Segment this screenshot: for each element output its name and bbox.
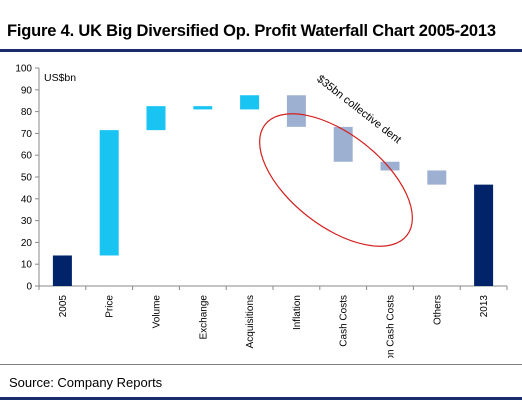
x-tick-label: 2013 bbox=[479, 295, 490, 318]
waterfall-chart: 0 10 20 30 40 50 60 70 80 90 100 2005 Price Volume Ex… bbox=[15, 64, 508, 358]
x-tick-label: Exchange bbox=[198, 295, 209, 340]
annotation-text: $35bn collective dent bbox=[314, 73, 403, 146]
y-tick-label: 90 bbox=[21, 85, 33, 96]
x-tick-label: Acquisitions bbox=[245, 295, 256, 348]
x-tick-label: 2005 bbox=[58, 295, 69, 318]
bar bbox=[427, 170, 447, 185]
title-rule bbox=[0, 49, 522, 52]
y-tick-label: 20 bbox=[21, 238, 33, 249]
bar bbox=[380, 161, 400, 171]
bar bbox=[52, 255, 72, 286]
y-tick-label: 0 bbox=[26, 282, 32, 293]
x-tick-label: Non Cash Costs bbox=[386, 295, 397, 358]
figure-title: Figure 4. UK Big Diversified Op. Profit … bbox=[7, 22, 496, 40]
y-tick-label: 100 bbox=[15, 64, 32, 75]
y-tick-label: 40 bbox=[21, 194, 33, 205]
y-tick-label: 50 bbox=[21, 173, 33, 184]
source-note: Source: Company Reports bbox=[9, 375, 163, 390]
annotation-ellipse bbox=[259, 113, 413, 247]
bar bbox=[146, 106, 166, 131]
x-tick-label: Price bbox=[105, 295, 116, 318]
y-axis-label: US$bn bbox=[44, 72, 76, 84]
y-tick-label: 60 bbox=[21, 151, 33, 162]
source-rule bbox=[0, 364, 522, 365]
y-tick-label: 30 bbox=[21, 216, 33, 227]
y-tick-label: 70 bbox=[21, 129, 33, 140]
bottom-rule bbox=[0, 397, 522, 400]
y-tick-label: 80 bbox=[21, 107, 33, 118]
x-tick-label: Volume bbox=[152, 295, 163, 329]
y-tick-label: 10 bbox=[21, 260, 33, 271]
bar bbox=[193, 106, 213, 110]
x-tick-label: Others bbox=[432, 295, 443, 325]
bar bbox=[286, 95, 306, 127]
x-tick-label: Cash Costs bbox=[339, 295, 350, 347]
bar bbox=[240, 95, 260, 110]
bar bbox=[333, 126, 353, 162]
x-tick-label: Inflation bbox=[292, 295, 303, 330]
chart-bars bbox=[52, 95, 494, 286]
bar bbox=[474, 184, 494, 286]
x-tick-labels: 2005 Price Volume Exchange Acquisitions Infla… bbox=[58, 295, 490, 358]
chart-axes: 0 10 20 30 40 50 60 70 80 90 100 bbox=[15, 64, 508, 293]
bar bbox=[99, 130, 119, 256]
annotation-group: $35bn collective dent bbox=[259, 73, 413, 247]
